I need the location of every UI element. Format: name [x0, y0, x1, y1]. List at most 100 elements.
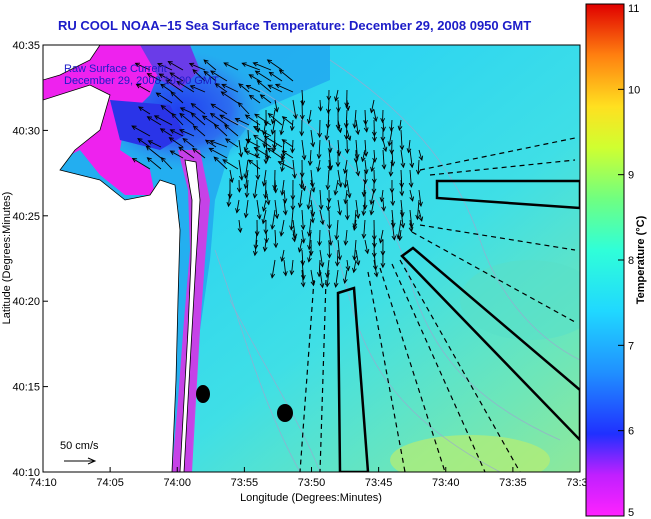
current-vector [353, 259, 357, 273]
current-vector-head [146, 157, 152, 163]
current-vector-head [227, 193, 233, 199]
current-vector [308, 219, 312, 237]
current-vector-head [355, 213, 361, 220]
current-vector [275, 84, 294, 93]
warm-patch [390, 435, 550, 472]
current-vector-head [369, 199, 375, 206]
current-vector-head [219, 114, 225, 120]
current-vector [214, 124, 228, 137]
current-vector [308, 109, 312, 124]
current-vector-head [261, 181, 267, 187]
buoy-marker-east[interactable] [277, 404, 293, 422]
current-vector-head [400, 223, 406, 229]
current-vector [268, 84, 283, 93]
current-vector [292, 159, 296, 179]
current-vector-head [352, 267, 357, 274]
current-vector-head [337, 182, 343, 188]
current-vector-head [418, 216, 424, 222]
current-vector-head [319, 282, 325, 289]
current-vector-head [243, 146, 249, 153]
current-vector-head [362, 204, 368, 211]
current-vector-head [190, 112, 196, 118]
current-vector-head [397, 125, 403, 132]
legend-line1: Raw Surface Current [64, 63, 167, 75]
current-vector [354, 109, 357, 128]
bathymetry-contours [214, 59, 580, 472]
current-vector [327, 199, 330, 211]
current-vector-head [333, 190, 339, 196]
current-vector [242, 62, 261, 71]
current-vector-head [352, 255, 358, 261]
y-tick-label: 40:10 [12, 467, 40, 479]
current-vector [147, 157, 162, 170]
x-tick-label: 73:45 [365, 477, 393, 489]
current-vector [319, 99, 322, 111]
current-vector [256, 119, 259, 133]
current-vector-head [344, 134, 349, 141]
current-vector-head [291, 236, 297, 243]
current-vector-head [333, 282, 339, 288]
current-vector-head [325, 282, 330, 288]
current-vector [307, 189, 312, 209]
current-vector-head [248, 94, 255, 100]
current-vector [253, 62, 272, 71]
current-vector [191, 103, 206, 115]
current-vector [282, 150, 294, 159]
current-vector [236, 199, 240, 213]
buoy-marker-west[interactable] [196, 385, 210, 403]
current-vector-head [316, 153, 322, 160]
current-vector [301, 179, 306, 191]
current-vector-head [157, 62, 163, 68]
current-vector-head [220, 91, 226, 97]
current-vector [318, 139, 321, 159]
current-vector [355, 199, 359, 219]
current-vector [280, 119, 285, 135]
x-tick-label: 74:05 [96, 477, 124, 489]
current-vector-head [381, 164, 387, 170]
current-vector-head [290, 205, 296, 211]
current-vector-head [160, 156, 166, 163]
current-vector [301, 259, 305, 280]
current-vector [225, 138, 239, 148]
current-vector [138, 106, 151, 115]
warm-patch-east [460, 260, 580, 340]
current-vector [161, 105, 173, 115]
current-vector-head [325, 185, 331, 191]
current-vector-head [345, 265, 351, 272]
current-vector-head [208, 147, 214, 153]
current-vector-head [263, 135, 269, 141]
current-vector-head [346, 193, 352, 199]
current-vector-head [388, 171, 394, 177]
current-vector-head [390, 200, 396, 207]
current-vector [254, 179, 258, 198]
current-vector [265, 229, 268, 243]
current-vector-head [277, 161, 283, 166]
current-vector-head [244, 114, 251, 120]
current-vector [391, 209, 394, 228]
current-vector-head [203, 59, 209, 65]
current-vector-head [308, 250, 314, 257]
current-vector [370, 189, 375, 205]
current-vector [337, 239, 341, 260]
current-vector [136, 84, 151, 93]
current-vector [280, 219, 285, 236]
current-vector [131, 125, 151, 137]
current-vector-head [337, 255, 342, 261]
current-vector [264, 239, 267, 252]
current-vector [346, 179, 351, 198]
current-vector-head [201, 115, 208, 121]
current-vector [221, 91, 239, 104]
current-vector-head [213, 123, 219, 129]
current-vector [157, 63, 173, 71]
current-vector [171, 113, 184, 126]
current-vector-head [270, 273, 276, 279]
current-vector-head [234, 118, 240, 123]
current-vector [310, 169, 314, 187]
current-vector-head [248, 74, 254, 79]
current-vector-head [360, 156, 366, 163]
current-vector [390, 159, 393, 176]
current-vector-head [327, 253, 332, 259]
current-vector-head [300, 274, 306, 281]
current-vector-head [278, 69, 284, 75]
